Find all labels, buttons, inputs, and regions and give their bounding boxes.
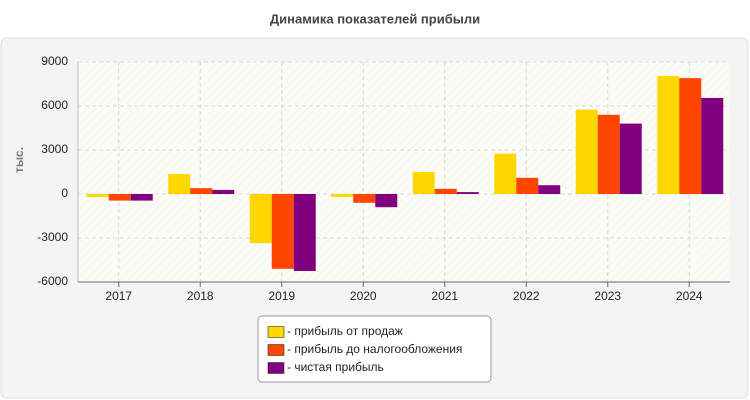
bar <box>619 123 642 194</box>
bar <box>597 114 620 194</box>
bar <box>130 194 153 201</box>
x-tick-label: 2017 <box>105 289 132 303</box>
bar <box>538 185 561 194</box>
y-tick-label: 0 <box>61 186 68 200</box>
bar <box>679 78 702 194</box>
bar <box>86 194 109 197</box>
bar <box>434 188 457 194</box>
legend-label: - чистая прибыль <box>287 360 384 374</box>
bar <box>190 188 213 194</box>
legend-label: - прибыль от продаж <box>287 324 403 338</box>
legend <box>257 315 492 383</box>
y-tick-label: -3000 <box>37 230 68 244</box>
bar <box>353 194 376 203</box>
bar <box>701 97 724 194</box>
legend-swatch <box>267 326 285 338</box>
bar <box>456 192 479 194</box>
bar <box>293 194 316 271</box>
x-tick-label: 2021 <box>431 289 458 303</box>
bar <box>657 75 680 194</box>
bar <box>375 194 398 208</box>
chart-title: Динамика показателей прибыли <box>270 11 480 26</box>
legend-label: - прибыль до налогообложения <box>287 342 462 356</box>
bar <box>168 174 191 194</box>
y-tick-label: -6000 <box>37 274 68 288</box>
y-tick-label: 9000 <box>41 54 68 68</box>
bar <box>108 194 131 201</box>
legend-swatch <box>267 344 285 356</box>
bar <box>249 194 272 244</box>
y-tick-label: 6000 <box>41 98 68 112</box>
bar <box>412 172 435 194</box>
y-tick-label: 3000 <box>41 142 68 156</box>
x-tick-label: 2019 <box>268 289 295 303</box>
x-tick-label: 2022 <box>513 289 540 303</box>
bar <box>575 109 598 194</box>
bar <box>516 177 539 194</box>
bar <box>271 194 294 269</box>
bar <box>331 194 354 197</box>
x-tick-label: 2024 <box>676 289 703 303</box>
x-tick-label: 2020 <box>350 289 377 303</box>
bar <box>494 153 517 194</box>
y-axis-label: тыс. <box>12 147 26 173</box>
legend-swatch <box>267 362 285 374</box>
bar <box>212 189 235 194</box>
x-tick-label: 2023 <box>594 289 621 303</box>
x-tick-label: 2018 <box>187 289 214 303</box>
